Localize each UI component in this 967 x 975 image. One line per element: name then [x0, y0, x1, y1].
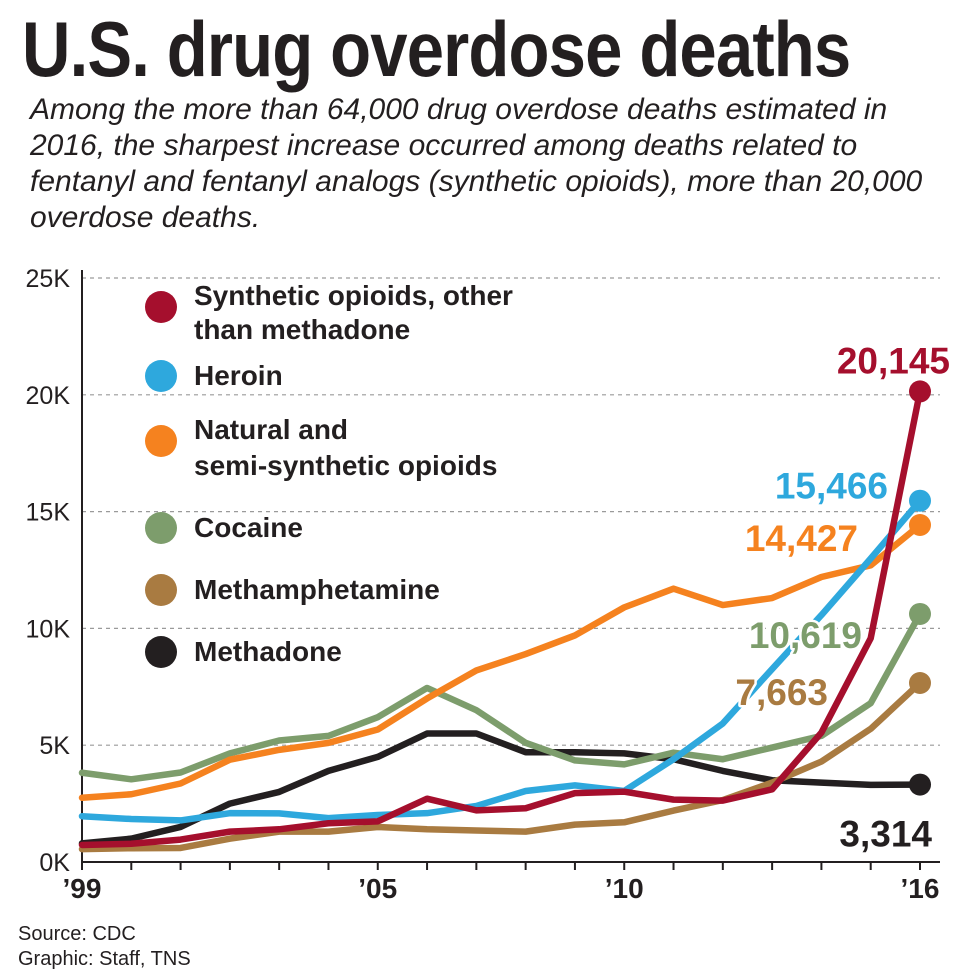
series-line-natural-and-semi-synthetic-opioids	[78, 521, 924, 802]
legend-item-natural-and-semi-synthetic-opioids: Natural and semi-synthetic opioids	[145, 414, 497, 481]
legend-swatch	[145, 636, 177, 668]
legend-item-methamphetamine: Methamphetamine	[145, 574, 440, 606]
end-markers	[909, 380, 931, 796]
grid-lines	[82, 277, 940, 746]
end-marker-synthetic-opioids-other-than-methadone	[909, 380, 931, 403]
end-marker-methamphetamine	[909, 671, 931, 694]
source-note: Source: CDC Graphic: Staff, TNS	[18, 922, 191, 972]
legend-label: Synthetic opioids, other	[194, 280, 513, 311]
x-tick-label: ’16	[901, 873, 940, 904]
legend-label: Methamphetamine	[194, 574, 440, 605]
end-marker-cocaine	[909, 602, 931, 625]
x-tick-label: ’99	[63, 873, 102, 904]
y-tick-label: 25K	[26, 265, 71, 293]
x-tick-label: ’10	[605, 873, 644, 904]
legend-label: Cocaine	[194, 512, 303, 543]
series-lines	[78, 388, 924, 853]
chart-title: U.S. drug overdose deaths	[22, 5, 851, 93]
series-line-heroin	[78, 497, 924, 824]
legend-swatch	[145, 360, 177, 392]
legend-label: Heroin	[194, 360, 283, 391]
end-labels: 20,145 15,466 14,427 10,619 7,663 3,314	[733, 338, 953, 857]
y-tick-label: 20K	[26, 382, 71, 410]
legend-label: Natural and	[194, 414, 348, 445]
legend-swatch	[145, 425, 177, 457]
legend-label: than methadone	[194, 314, 410, 345]
legend-label: Methadone	[194, 636, 342, 667]
end-label-cocaine: 10,619	[749, 615, 862, 656]
series-line-cocaine	[78, 610, 924, 783]
legend-swatch	[145, 291, 177, 323]
chart-subtitle: Among the more than 64,000 drug overdose…	[30, 93, 923, 234]
end-marker-natural-and-semi-synthetic-opioids	[909, 513, 931, 536]
legend-label: semi-synthetic opioids	[194, 450, 497, 481]
y-tick-label: 5K	[39, 732, 70, 760]
end-label-heroin: 15,466	[775, 466, 888, 507]
legend-swatch	[145, 512, 177, 544]
source-text: Source: CDC	[18, 923, 136, 945]
x-tick-label: ’05	[358, 873, 397, 904]
legend-item-cocaine: Cocaine	[145, 512, 303, 544]
axes: 0K 5K 10K 15K 20K 25K ’99 ’05 ’10 ’16	[26, 265, 940, 904]
legend-item-methadone: Methadone	[145, 636, 342, 668]
series-line-methadone	[78, 730, 924, 847]
end-label-synthetic-opioids-other-than-methadone: 20,145	[837, 340, 950, 381]
legend-item-heroin: Heroin	[145, 360, 283, 392]
series-line-synthetic-opioids-other-than-methadone	[78, 388, 924, 849]
end-marker-methadone	[909, 773, 931, 796]
y-tick-label: 0K	[39, 849, 70, 877]
end-label-methamphetamine: 7,663	[735, 672, 828, 713]
end-label-natural-and-semi-synthetic-opioids: 14,427	[745, 518, 858, 559]
y-tick-label: 10K	[26, 615, 71, 643]
credit-text: Graphic: Staff, TNS	[18, 948, 191, 970]
line-chart: 0K 5K 10K 15K 20K 25K ’99 ’05 ’10 ’16 20,145 15,46…	[25, 265, 953, 904]
end-marker-heroin	[909, 489, 931, 512]
y-tick-label: 15K	[26, 499, 71, 527]
end-label-methadone: 3,314	[839, 814, 932, 855]
legend-swatch	[145, 574, 177, 606]
